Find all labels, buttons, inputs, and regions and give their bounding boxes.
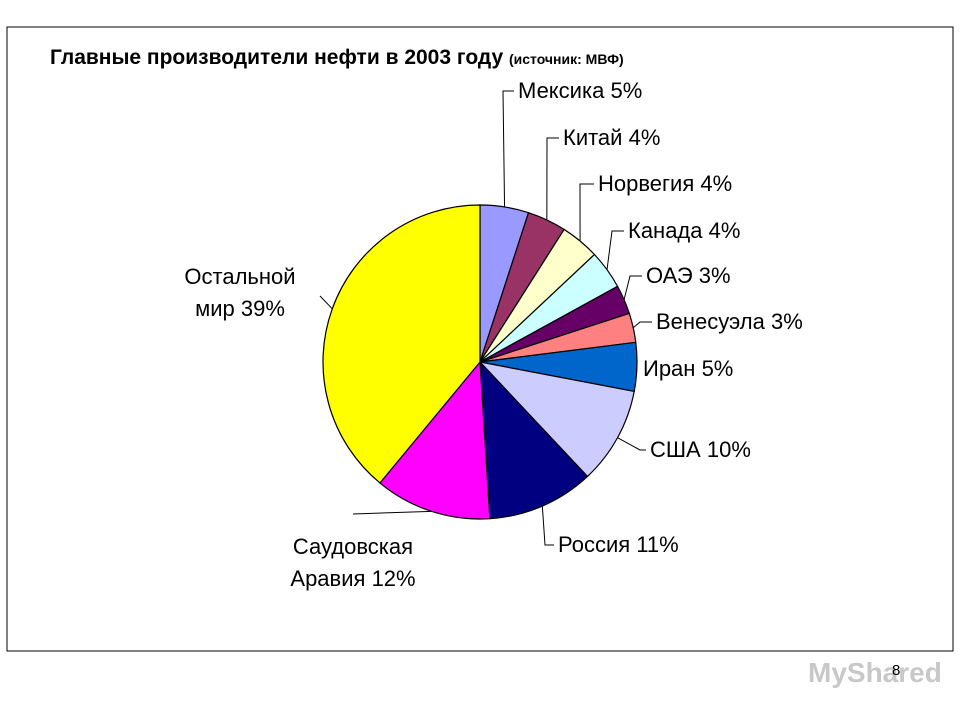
category-label: ОАЭ xyxy=(646,263,693,288)
category-label: Мексика xyxy=(518,78,605,103)
chart-title-block: Главные производители нефти в 2003 году … xyxy=(50,46,624,70)
category-label: Саудовская Аравия xyxy=(290,534,414,591)
value-label: 11% xyxy=(636,532,679,557)
value-label: 4% xyxy=(700,171,733,196)
watermark: MyShared xyxy=(808,657,942,688)
category-label: Россия xyxy=(558,532,631,557)
slice-label: Мексика 5% xyxy=(518,75,642,107)
category-label: Остальной мир xyxy=(184,264,296,321)
slice-label: Россия 11% xyxy=(558,529,679,561)
value-label: 5% xyxy=(701,356,734,381)
value-label: 12% xyxy=(371,566,416,591)
value-label: 4% xyxy=(628,125,661,150)
slice-label: Саудовская Аравия 12% xyxy=(278,531,428,595)
slice-label: Иран 5% xyxy=(643,353,733,385)
slice-label: Остальной мир 39% xyxy=(173,261,308,325)
slice-label: Канада 4% xyxy=(628,215,740,247)
leader-line xyxy=(606,230,624,270)
value-label: 5% xyxy=(610,78,643,103)
value-label: 3% xyxy=(698,263,731,288)
pie-slice xyxy=(479,360,589,520)
value-label: 4% xyxy=(708,218,741,243)
slice-label: Китай 4% xyxy=(563,122,660,154)
slice-label: Венесуэла 3% xyxy=(656,306,803,338)
leader-line xyxy=(541,506,554,546)
category-label: Китай xyxy=(563,125,623,150)
leader-line xyxy=(502,90,514,207)
leader-line xyxy=(632,321,652,329)
leader-line xyxy=(546,137,559,220)
value-label: 39% xyxy=(240,296,285,321)
pie-slice xyxy=(322,204,481,484)
slice-label: Норвегия 4% xyxy=(598,168,732,200)
leader-line xyxy=(352,510,432,515)
category-label: США xyxy=(650,437,701,462)
leader-line xyxy=(579,183,594,242)
leader-line xyxy=(623,275,642,300)
page-number: 8 xyxy=(892,662,901,679)
category-label: Норвегия xyxy=(598,171,695,196)
leader-line xyxy=(319,295,333,310)
value-label: 3% xyxy=(771,309,803,334)
chart-title: Главные производители нефти в 2003 году xyxy=(50,46,504,69)
category-label: Иран xyxy=(643,356,696,381)
category-label: Венесуэла xyxy=(656,309,765,334)
slice-label: США 10% xyxy=(650,434,751,466)
leader-line xyxy=(617,437,646,451)
value-label: 10% xyxy=(706,437,751,462)
category-label: Канада xyxy=(628,218,703,243)
chart-subtitle: (источник: МВФ) xyxy=(509,51,624,67)
slice-label: ОАЭ 3% xyxy=(646,260,731,292)
